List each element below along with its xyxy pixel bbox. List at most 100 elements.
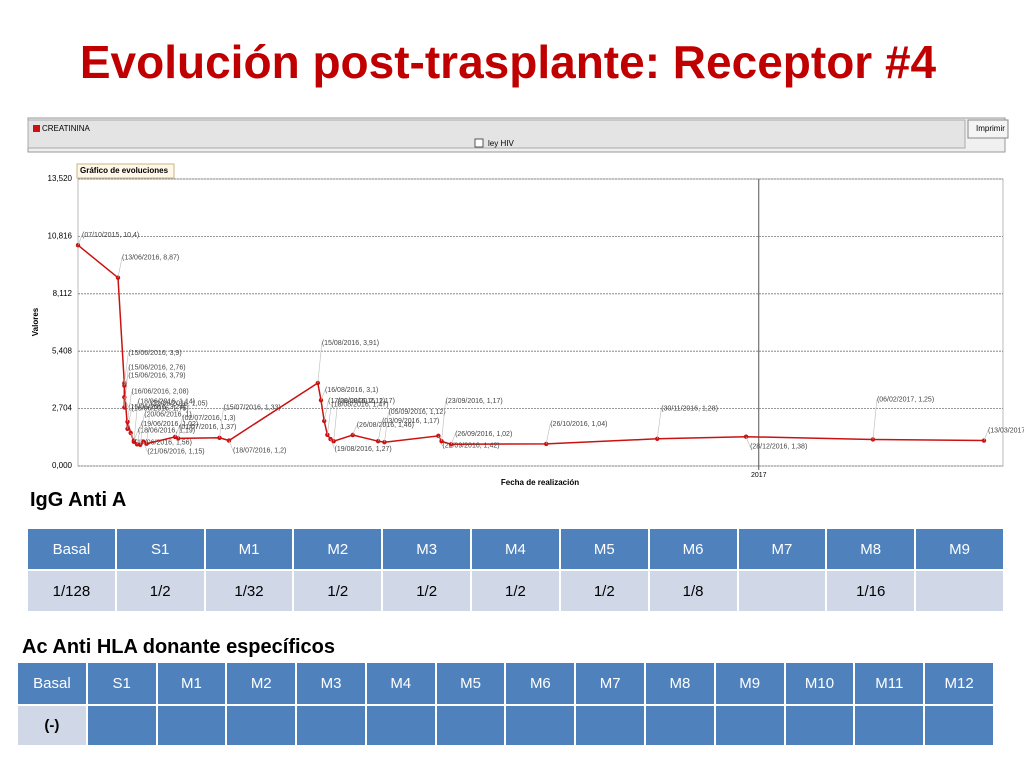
- label-leader: [127, 391, 132, 422]
- data-label: (01/07/2016, 1,37): [179, 424, 236, 431]
- x-axis-title: Fecha de realización: [501, 478, 579, 487]
- body-row: (-): [18, 706, 993, 745]
- label-leader: [143, 441, 148, 452]
- data-point: [226, 438, 232, 443]
- data-point: [328, 436, 333, 442]
- chart-tab[interactable]: [76, 163, 175, 179]
- data-label: (15/06/2016, 3,24): [128, 404, 185, 411]
- header-row: Basal S1 M1 M2 M3 M4 M5 M6 M7 M8 M9 M10 M11 M12: [18, 663, 993, 704]
- header-cell: M11: [855, 663, 924, 704]
- data-label: (18/07/2016, 1,2): [233, 447, 286, 454]
- data-label: (22/06/2016, 1,05): [151, 401, 208, 408]
- table-cell: 1/128: [28, 571, 115, 611]
- data-label: (18/06/2016, 1,19): [138, 428, 195, 435]
- header-cell: M8: [646, 663, 714, 704]
- table-cell: 1/16: [827, 571, 915, 611]
- data-label: (26/08/2016, 1,46): [357, 422, 414, 429]
- header-cell: M12: [925, 663, 993, 704]
- body-row: 1/128 1/2 1/32 1/2 1/2 1/2 1/2 1/8 1/16: [28, 571, 1003, 611]
- data-label: (16/06/2016, 1,75): [132, 406, 189, 413]
- legend-bar: [27, 119, 966, 149]
- header-cell: M7: [576, 663, 645, 704]
- chart-tab-label: Gráfico de evoluciones: [80, 166, 169, 175]
- table-cell: 1/2: [116, 571, 204, 611]
- label-leader: [219, 407, 224, 438]
- table-cell: (-): [18, 706, 86, 745]
- table-title: IgG Anti A: [30, 489, 127, 511]
- table-cell: 1/8: [649, 571, 737, 611]
- header-cell: M6: [649, 529, 737, 569]
- header-row: Basal S1 M1 M2 M3 M4 M5 M6 M7 M8 M9: [28, 529, 1003, 569]
- table-cell: [925, 706, 993, 745]
- label-leader: [124, 353, 129, 384]
- data-label: (20/08/2016, 1,17): [338, 398, 395, 405]
- label-leader: [327, 404, 332, 435]
- table-cell: [87, 706, 156, 745]
- x-tick-label: 2017: [751, 472, 767, 479]
- header-cell: M9: [916, 529, 1003, 569]
- data-label: (19/06/2016, 1,02): [141, 421, 198, 428]
- data-point: [122, 395, 127, 400]
- y-tick-label: 0,000: [52, 461, 73, 470]
- header-cell: M5: [436, 663, 505, 704]
- data-label: (21/06/2016, 1,15): [147, 448, 204, 455]
- data-label: (13/03/2017, 1,2): [988, 427, 1024, 434]
- table-cell: [227, 706, 296, 745]
- label-leader: [146, 403, 151, 444]
- data-label: (16/08/2016, 3,1): [325, 387, 378, 394]
- data-label: (03/09/2016, 1,17): [382, 418, 439, 425]
- label-leader: [139, 414, 145, 445]
- data-label: (15/06/2016, 2,76): [128, 364, 185, 371]
- checkbox-label: ley HIV: [488, 139, 514, 148]
- legend-swatch: [33, 125, 40, 132]
- y-tick-label: 8,112: [53, 289, 73, 298]
- label-leader: [441, 401, 446, 442]
- data-label: (18/06/2016, 1,14): [138, 399, 195, 406]
- label-leader: [323, 400, 329, 422]
- data-point: [325, 432, 330, 437]
- table-cell: [738, 571, 826, 611]
- data-label: (26/09/2016, 1,02): [455, 431, 512, 438]
- data-label: (15/06/2016, 3,79): [128, 372, 185, 379]
- header-cell: M4: [472, 529, 559, 569]
- table-cell: 1/2: [472, 571, 559, 611]
- table-cell: 1/2: [294, 571, 382, 611]
- header-cell: M9: [715, 663, 784, 704]
- label-leader: [133, 430, 139, 441]
- table-cell: [157, 706, 226, 745]
- data-point: [315, 380, 321, 386]
- table-cell: [297, 706, 365, 745]
- table-cell: [366, 706, 435, 745]
- data-label: (19/08/2016, 1,27): [335, 446, 392, 453]
- table-cell: [576, 706, 645, 745]
- y-tick-label: 5,408: [52, 346, 73, 355]
- label-leader: [983, 430, 989, 441]
- header-cell: M10: [785, 663, 854, 704]
- label-leader: [352, 424, 358, 436]
- table-cell: [916, 571, 1003, 611]
- header-cell: M3: [297, 663, 365, 704]
- data-label: (16/06/2016, 2,08): [132, 389, 189, 396]
- table-cell: [785, 706, 854, 745]
- label-leader: [177, 418, 183, 439]
- data-label: (28/12/2016, 1,38): [750, 444, 807, 451]
- label-leader: [127, 408, 132, 429]
- table-cell: 1/2: [560, 571, 648, 611]
- header-cell: M7: [738, 529, 826, 569]
- label-leader: [124, 367, 129, 408]
- table-cell: [646, 706, 714, 745]
- data-point: [375, 438, 381, 444]
- data-label: (05/09/2016, 1,12): [388, 409, 445, 416]
- y-tick-label: 10,816: [48, 232, 73, 241]
- label-leader: [228, 440, 234, 451]
- legend-label: CREATININA: [42, 124, 91, 133]
- header-cell: M2: [227, 663, 296, 704]
- data-label: (17/08/2016, 2,12): [328, 398, 385, 405]
- data-point: [128, 430, 133, 436]
- print-button[interactable]: [967, 119, 1009, 139]
- data-label: (30/11/2016, 1,28): [661, 406, 718, 413]
- data-label: (07/10/2015, 10,4): [82, 232, 139, 239]
- checkbox[interactable]: [474, 138, 484, 148]
- chart: Evolución post-trasplante: Receptor #4 C…: [27, 36, 1024, 487]
- table-cell: [506, 706, 575, 745]
